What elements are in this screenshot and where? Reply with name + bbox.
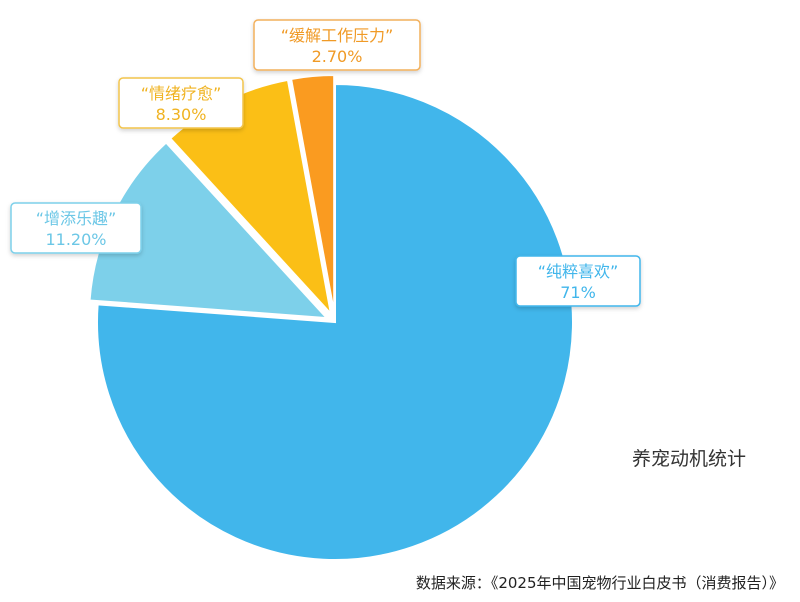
slice-value-label-3: 2.70%: [312, 47, 363, 66]
slice-category-label-3: “缓解工作压力”: [281, 26, 394, 45]
pie-slices: [88, 74, 574, 561]
slice-category-label-1: “增添乐趣”: [36, 209, 117, 228]
slice-category-label-2: “情绪疗愈”: [141, 84, 222, 103]
chart-title: 养宠动机统计: [632, 448, 747, 470]
slice-label-box-2: [118, 77, 244, 129]
slice-value-label-2: 8.30%: [156, 105, 207, 124]
slice-category-label-0: “纯粹喜欢”: [538, 262, 619, 281]
pie-slice-3: [289, 74, 336, 314]
slice-value-label-0: 71%: [560, 283, 596, 302]
slice-labels: “纯粹喜欢” 71% “增添乐趣” 11.20% “情绪疗愈” 8.30% “缓解工作压力”…: [10, 19, 641, 307]
pie-slice-0: [96, 82, 574, 561]
slice-label-box-3: [253, 19, 421, 71]
slice-label-3: “缓解工作压力” 2.70%: [253, 19, 421, 71]
slice-label-2: “情绪疗愈” 8.30%: [118, 77, 244, 129]
slice-label-0: “纯粹喜欢” 71%: [515, 255, 641, 307]
slice-label-box-0: [515, 255, 641, 307]
slice-label-1: “增添乐趣” 11.20%: [10, 202, 142, 254]
source-note: 数据来源：《2025年中国宠物行业白皮书（消费报告）》: [415, 574, 784, 592]
slice-value-label-1: 11.20%: [45, 230, 106, 249]
slice-label-box-1: [10, 202, 142, 254]
